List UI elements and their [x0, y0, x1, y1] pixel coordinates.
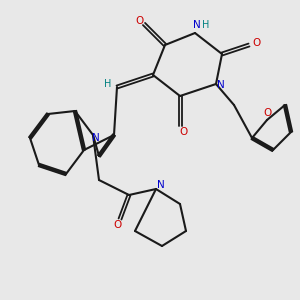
- Text: N: N: [92, 133, 100, 143]
- Text: O: O: [135, 16, 144, 26]
- Text: O: O: [252, 38, 261, 49]
- Text: N: N: [157, 179, 164, 190]
- Text: N: N: [193, 20, 200, 31]
- Text: H: H: [202, 20, 209, 31]
- Text: O: O: [179, 127, 187, 137]
- Text: O: O: [113, 220, 121, 230]
- Text: N: N: [217, 80, 224, 91]
- Text: H: H: [104, 79, 112, 89]
- Text: O: O: [263, 107, 271, 118]
